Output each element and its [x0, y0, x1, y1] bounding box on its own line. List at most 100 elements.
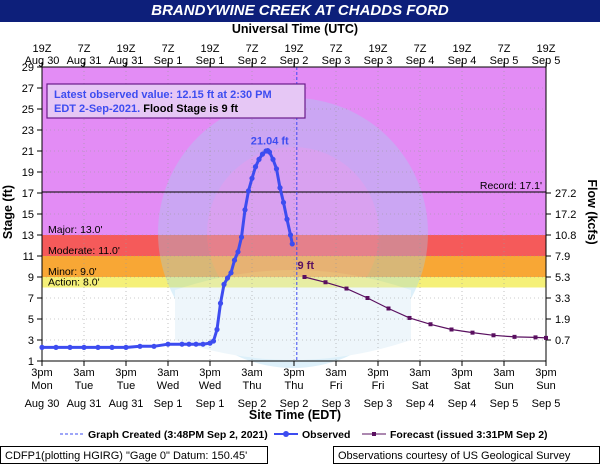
observed-point — [179, 341, 185, 347]
bottom-tick-day: Fri — [330, 380, 343, 392]
forecast-point — [344, 286, 349, 291]
observed-point — [193, 341, 199, 347]
forecast-point — [512, 334, 517, 339]
y-tick-label: 25 — [22, 104, 34, 116]
plot-frame — [41, 66, 547, 362]
observed-point — [280, 199, 287, 206]
chart-title: BRANDYWINE CREEK AT CHADDS FORD — [0, 0, 600, 22]
latest-value-date: EDT 2-Sep-2021. — [54, 103, 140, 115]
forecast-point — [449, 327, 454, 332]
bottom-tick-time: 3pm — [199, 367, 220, 379]
y-tick-label: 17 — [22, 188, 34, 200]
observed-point — [200, 341, 206, 347]
bottom-tick-time: 3pm — [115, 367, 136, 379]
observed-point — [249, 175, 255, 181]
y2-axis-label: Flow (kcfs) — [585, 179, 599, 244]
top-tick-label: 19Z — [537, 43, 556, 55]
observed-point — [273, 166, 280, 172]
top-tick-label: 19Z — [33, 43, 52, 55]
bottom-tick-time: 3pm — [451, 367, 472, 379]
y-tick-label: 9 — [28, 272, 34, 284]
forecast-point — [428, 322, 433, 327]
bottom-tick-day: Wed — [157, 380, 179, 392]
bottom-tick-day: Sat — [454, 380, 471, 392]
top-tick-label: 19Z — [453, 43, 472, 55]
y-tick-label: 5 — [28, 314, 34, 326]
bottom-tick-time: 3pm — [283, 367, 304, 379]
observed-point — [151, 343, 157, 349]
bottom-tick-date: Sep 2 — [238, 398, 267, 410]
legend-graph-created: Graph Created (3:48PM Sep 2, 2021) — [88, 429, 268, 441]
y-axis-label: Stage (ft) — [1, 185, 15, 239]
top-tick-label: 19Z — [369, 43, 388, 55]
forecast-point — [544, 335, 548, 340]
y-tick-label: 21 — [22, 146, 34, 158]
flow-tick-label: 17.2 — [555, 209, 576, 221]
hydrograph-chart: 13579111315171921232527290.71.93.35.37.9… — [1, 22, 599, 441]
bottom-tick-time: 3am — [409, 367, 430, 379]
latest-value-line2: EDT 2-Sep-2021. Flood Stage is 9 ft — [54, 103, 238, 115]
bottom-tick-day: Fri — [372, 380, 385, 392]
band-label-action: Action: 8.0' — [48, 277, 100, 289]
noaa-watermark-icon — [158, 98, 428, 368]
bottom-tick-day: Mon — [31, 380, 52, 392]
y-tick-label: 19 — [22, 167, 34, 179]
observed-point — [210, 338, 217, 344]
bottom-tick-day: Thu — [243, 380, 262, 392]
flood-stage-text: Flood Stage is 9 ft — [140, 103, 238, 115]
top-tick-label: 7Z — [162, 43, 175, 55]
bottom-tick-day: Sun — [536, 380, 556, 392]
top-tick-label: 7Z — [330, 43, 343, 55]
record-label: Record: 17.1' — [480, 180, 542, 192]
bottom-tick-time: 3pm — [535, 367, 556, 379]
bottom-tick-day: Tue — [117, 380, 136, 392]
observed-point — [289, 241, 295, 247]
forecast-start-label: 9 ft — [298, 260, 315, 272]
top-tick-date: Sep 3 — [322, 55, 351, 67]
band-label-minor: Minor: 9.0' — [48, 266, 97, 278]
flow-tick-label: 10.8 — [555, 230, 576, 242]
band-action — [42, 277, 546, 288]
top-tick-date: Sep 4 — [448, 55, 477, 67]
observed-point — [67, 344, 73, 350]
top-axis-label: Universal Time (UTC) — [232, 22, 358, 36]
flow-tick-label: 27.2 — [555, 188, 576, 200]
bottom-tick-time: 3am — [73, 367, 94, 379]
observed-point — [245, 188, 252, 194]
forecast-point — [365, 296, 370, 300]
top-tick-date: Sep 5 — [490, 55, 519, 67]
observed-point — [39, 344, 45, 350]
bottom-tick-date: Sep 3 — [364, 398, 393, 410]
top-tick-date: Sep 2 — [280, 55, 309, 67]
observed-point — [81, 344, 87, 350]
observed-point — [284, 216, 290, 222]
bottom-tick-day: Sun — [494, 380, 514, 392]
bottom-tick-date: Sep 4 — [406, 398, 435, 410]
top-tick-date: Sep 2 — [238, 55, 267, 67]
observed-point — [238, 234, 245, 240]
top-tick-label: 7Z — [246, 43, 259, 55]
y-tick-label: 11 — [23, 251, 34, 263]
bottom-tick-date: Aug 31 — [67, 398, 102, 410]
observed-point — [242, 207, 248, 213]
top-tick-label: 19Z — [201, 43, 220, 55]
observed-point — [270, 156, 276, 162]
observed-point — [266, 149, 273, 155]
observed-point — [287, 232, 294, 238]
top-tick-date: Aug 31 — [109, 55, 144, 67]
legend-observed-marker — [283, 431, 289, 437]
bottom-tick-time: 3am — [157, 367, 178, 379]
forecast-point — [533, 335, 538, 340]
bottom-tick-time: 3am — [493, 367, 514, 379]
bottom-tick-day: Thu — [285, 380, 304, 392]
legend: Graph Created (3:48PM Sep 2, 2021) Obser… — [60, 429, 548, 441]
bottom-tick-time: 3pm — [367, 367, 388, 379]
datum-footer: CDFP1(plotting HGIRG) "Gage 0" Datum: 15… — [0, 446, 268, 464]
y-tick-label: 3 — [28, 335, 34, 347]
band-label-major: Major: 13.0' — [48, 224, 103, 236]
band-label-moderate: Moderate: 11.0' — [48, 245, 120, 257]
forecast-point — [302, 275, 307, 279]
bottom-tick-date: Sep 5 — [532, 398, 561, 410]
top-tick-date: Sep 5 — [532, 55, 561, 67]
